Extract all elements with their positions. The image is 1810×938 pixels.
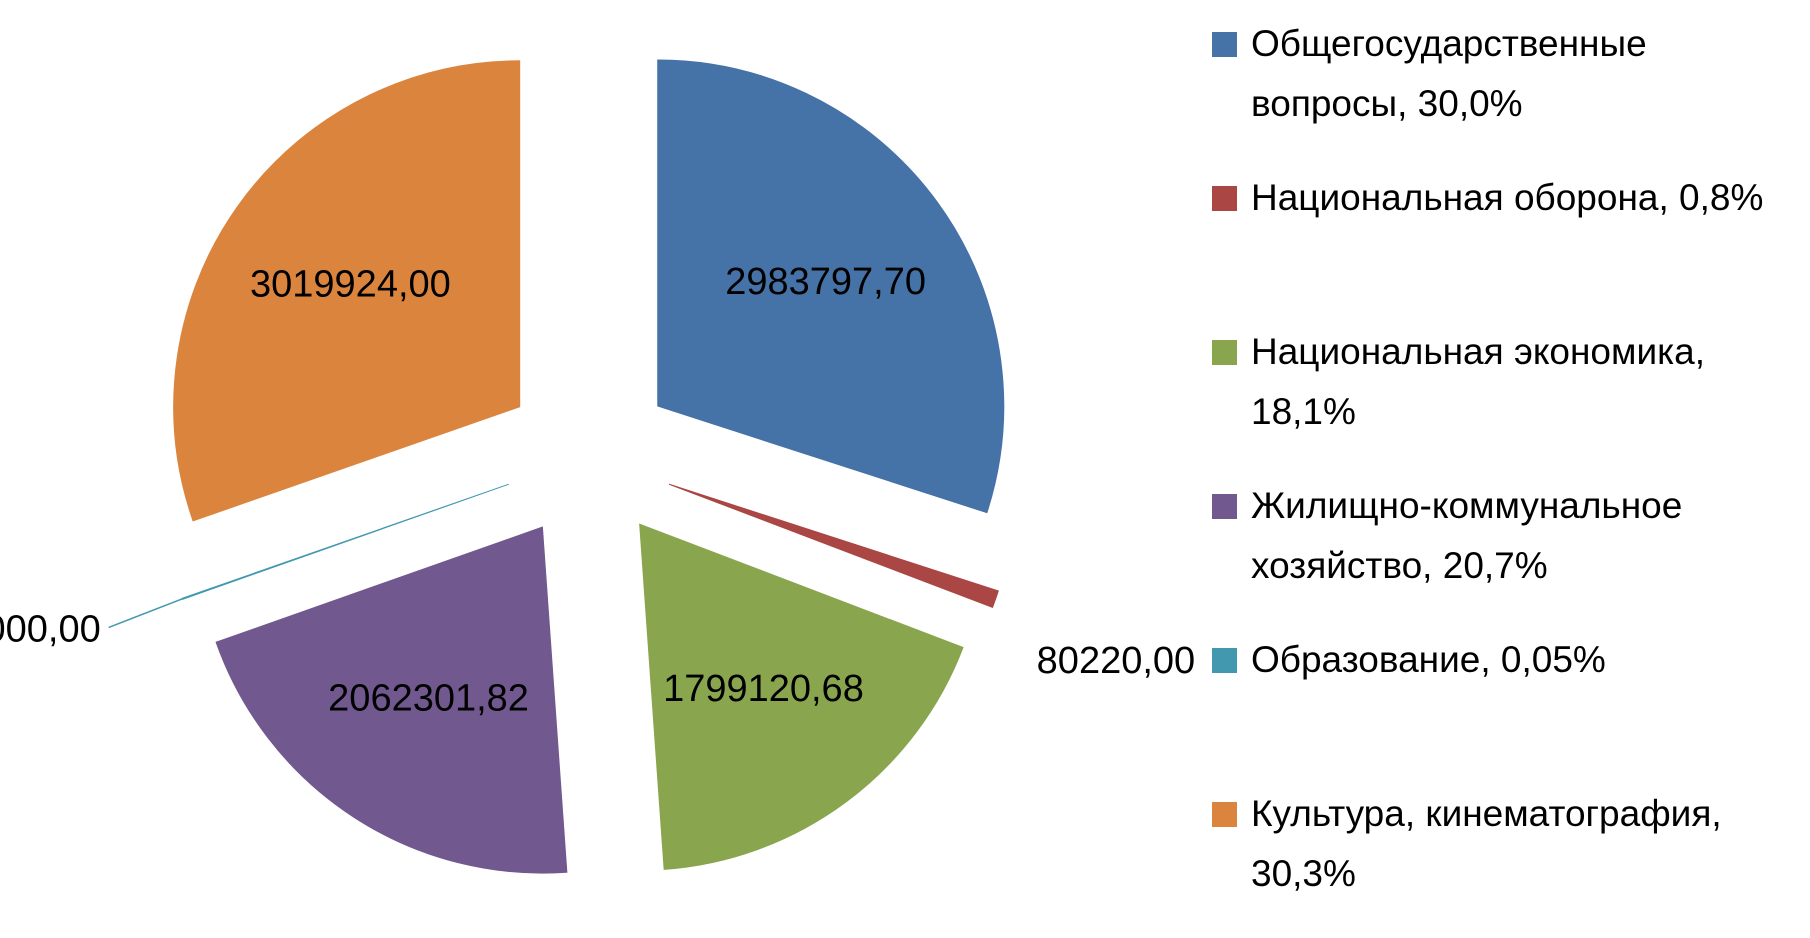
- legend-label: Культура, кинематография, 30,3%: [1251, 793, 1722, 894]
- legend-item: Образование, 0,05%: [1212, 630, 1802, 784]
- data-label: 5000,00: [0, 608, 101, 650]
- leader-line: [108, 598, 183, 629]
- data-label: 2062301,82: [328, 678, 529, 720]
- pie-slice: [173, 60, 521, 522]
- page: 2983797,70 80220,00 1799120,68 2062301,82 50…: [0, 23, 1764, 894]
- legend-item: Культура, кинематография, 30,3%: [1212, 784, 1802, 938]
- legend-label: Общегосударственные вопросы, 30,0%: [1251, 23, 1647, 124]
- legend-swatch: [1212, 340, 1237, 365]
- pie-slice: [668, 483, 999, 609]
- legend-label: Образование, 0,05%: [1251, 639, 1606, 680]
- legend-item: Общегосударственные вопросы, 30,0%: [1212, 14, 1802, 168]
- chart: 2983797,70 80220,00 1799120,68 2062301,82 50…: [0, 59, 1196, 874]
- legend-label: Национальная оборона, 0,8%: [1251, 177, 1764, 218]
- legend-label: Национальная экономика, 18,1%: [1251, 331, 1705, 432]
- legend-swatch: [1212, 648, 1237, 673]
- legend: Общегосударственные вопросы, 30,0% Национ…: [1212, 14, 1802, 938]
- pie-slice: [639, 523, 964, 870]
- pie-slice: [215, 526, 568, 874]
- data-label: 1799120,68: [663, 668, 864, 710]
- legend-item: Жилищно-коммунальное хозяйство, 20,7%: [1212, 476, 1802, 630]
- legend-swatch: [1212, 802, 1237, 827]
- pie-slice: [657, 59, 1005, 514]
- legend-item: Национальная экономика, 18,1%: [1212, 322, 1802, 476]
- data-label: 3019924,00: [250, 264, 451, 306]
- legend-swatch: [1212, 494, 1237, 519]
- legend-swatch: [1212, 186, 1237, 211]
- legend-label: Жилищно-коммунальное хозяйство, 20,7%: [1251, 485, 1683, 586]
- data-label: 2983797,70: [725, 261, 926, 303]
- legend-item: Национальная оборона, 0,8%: [1212, 168, 1802, 322]
- legend-swatch: [1212, 32, 1237, 57]
- data-label: 80220,00: [1037, 640, 1196, 682]
